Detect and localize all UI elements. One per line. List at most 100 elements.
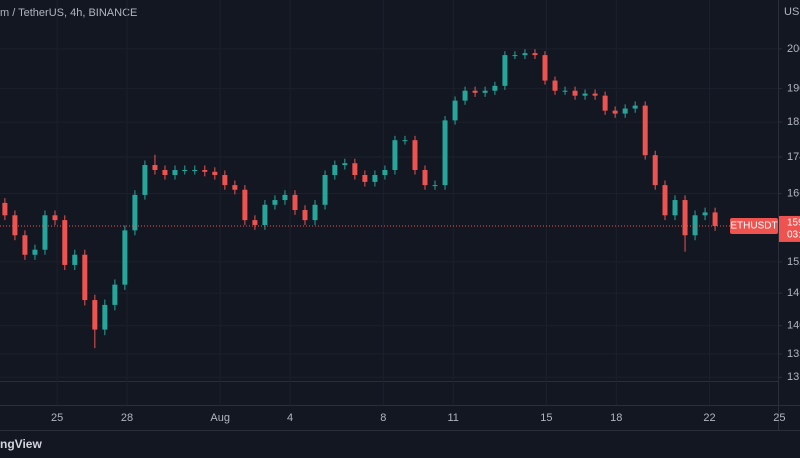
candle-body [362,175,368,182]
candle-body [92,300,98,330]
candle-body [62,220,68,265]
candle-body [162,169,168,176]
x-tick-label: 18 [610,412,622,424]
price-tag-bg [779,215,800,242]
candle-body [242,189,248,221]
candle-body [612,110,618,114]
y-tick-label: 135 [787,348,800,360]
candle-body [352,163,358,176]
x-tick-label: 11 [447,412,458,424]
candle-body [692,215,698,236]
symbol-tag-bg [730,217,778,234]
candle-body [132,194,138,231]
candle-body [422,169,428,186]
candle-body [572,90,578,96]
y-tick-label: 146 [787,287,800,299]
candle-body [412,140,418,170]
candle-body [562,90,568,92]
candle-body [72,254,78,265]
candle-body [282,194,288,201]
candle-body [332,165,338,176]
candle-body [262,204,268,225]
candle-body [182,169,188,171]
y-tick-label: 182 [787,116,800,128]
x-tick-label: 25 [51,412,63,424]
candle-body [462,90,468,101]
candle-body [472,90,478,93]
candle-body [432,185,438,187]
candle-body [152,165,158,170]
candle-body [252,220,258,225]
candle-body [682,200,688,236]
y-tick-label: 166 [787,187,800,199]
candle-body [292,194,298,211]
watermark: ngView [0,437,42,451]
y-tick-label: 200 [787,43,800,55]
symbol-tag: ETHUSDT [730,221,777,232]
candle-body [22,235,28,255]
countdown: 03: [787,230,800,241]
candle-body [512,55,518,57]
candle-body [192,169,198,171]
candle-body [112,284,118,305]
candle-body [392,140,398,170]
candle-body [382,169,388,176]
candle-body [542,55,548,81]
x-tick-label: Aug [210,412,230,424]
candle-body [172,169,178,176]
candle-body [632,105,638,109]
x-tick-label: 8 [380,412,386,424]
candle-body [592,93,598,96]
candle-body [672,200,678,216]
candle-body [52,215,58,221]
candle-body [12,215,18,236]
x-tick-label: 28 [121,412,133,424]
candle-body [602,95,608,111]
candle-body [122,230,128,285]
candle-body [482,90,488,93]
candle-body [492,85,498,91]
x-tick-label: 22 [703,412,715,424]
candle-body [82,254,88,301]
candle-body [302,210,308,221]
candle-body [502,55,508,86]
x-tick-label: 15 [540,412,552,424]
candle-body [322,175,328,205]
candle-body [582,93,588,96]
y-tick-label: 140 [787,320,800,332]
candle-body [272,200,278,205]
candle-body [212,171,218,176]
x-tick-label: 4 [287,412,293,424]
candle-body [552,80,558,91]
y-tick-label: 131 [787,371,800,383]
candle-body [202,169,208,172]
candle-body [312,204,318,221]
candle-body [662,185,668,216]
x-tick-label: 25 [773,412,785,424]
candle-body [622,108,628,114]
candle-body [232,185,238,190]
candle-body [142,165,148,195]
price-label: 159 [787,218,800,229]
candle-body [102,304,108,330]
candle-body [402,140,408,142]
candle-body [372,175,378,182]
candle-body [702,212,708,216]
y-tick-label: 152 [787,256,800,268]
candle-body [342,163,348,166]
candle-body [442,120,448,186]
y-tick-label: 190 [787,83,800,95]
currency-label: USI [784,6,800,18]
y-tick-label: 174 [787,151,800,163]
candle-body [452,100,458,121]
candle-body [532,53,538,56]
chart-title: m / TetherUS, 4h, BINANCE [0,7,137,19]
candle-body [642,105,648,156]
candle-body [652,155,658,186]
candle-body [712,212,718,226]
candle-body [522,53,528,56]
candle-body [2,202,8,216]
